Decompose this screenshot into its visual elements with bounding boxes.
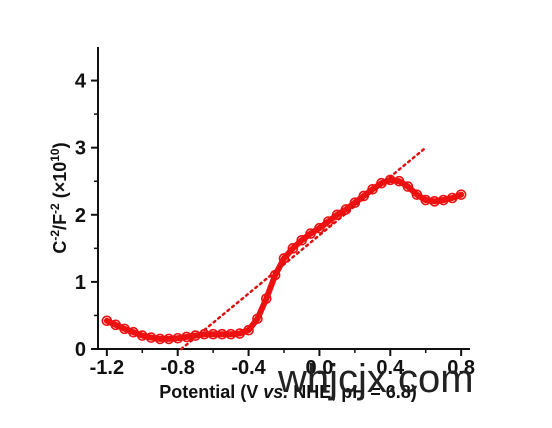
y-axis-title-part-1: C — [50, 241, 70, 254]
x-tick-label: -0.8 — [160, 357, 194, 379]
y-axis-title-part-5: (×10 — [50, 162, 70, 204]
y-axis-title-part-3: /F — [50, 214, 70, 230]
data-point — [455, 189, 467, 200]
data-point — [128, 326, 139, 338]
y-axis-title: C-2/F-2 (×1010) — [48, 142, 70, 253]
y-axis-title-part-2: -2 — [48, 230, 62, 241]
y-tick-label: 0 — [75, 339, 86, 361]
data-point — [446, 192, 458, 204]
axes-layer — [91, 47, 470, 356]
data-series-band — [103, 176, 465, 342]
data-point — [110, 319, 122, 331]
linear-fit-line — [180, 146, 427, 351]
data-point — [393, 175, 405, 187]
y-tick-label: 1 — [75, 272, 86, 294]
watermark-text: whjcjx.com — [277, 357, 474, 401]
data-point — [287, 243, 299, 254]
data-point — [376, 177, 387, 189]
x-tick-label: 0.8 — [447, 357, 475, 379]
y-tick-label: 3 — [75, 138, 86, 160]
y-tick-label: 4 — [75, 71, 87, 93]
data-point — [322, 216, 334, 227]
data-point — [305, 228, 316, 239]
y-tick-label: 2 — [75, 205, 86, 227]
data-point — [252, 313, 263, 325]
x-axis-title-part-3: NHE, pH = 6.8) — [288, 382, 417, 402]
labels-layer: -1.2 -0.8 -0.4 0.0 0.4 0.8 0 1 2 3 4 — [75, 71, 475, 379]
data-point — [260, 293, 272, 304]
x-tick-label: -1.2 — [90, 357, 124, 379]
data-point — [243, 324, 254, 336]
data-point — [411, 189, 423, 200]
x-tick-label: 0.4 — [376, 357, 405, 379]
data-point — [101, 315, 113, 327]
data-point — [331, 209, 343, 221]
data-point — [402, 181, 414, 192]
y-axis-title-part-7: ) — [50, 142, 70, 148]
x-tick-label: 0.0 — [306, 357, 334, 379]
x-axis-title-part-2: vs. — [263, 382, 288, 402]
data-point — [314, 222, 325, 234]
y-axis-title-part-4: -2 — [48, 203, 62, 214]
data-layer — [101, 146, 467, 351]
x-axis-title-part-1: Potential (V — [159, 382, 263, 402]
x-axis-title: Potential (V vs. NHE, pH = 6.8) — [159, 382, 417, 402]
data-point — [234, 328, 246, 339]
y-axis-title-part-6: 10 — [48, 148, 62, 162]
data-point — [296, 234, 308, 246]
data-point — [119, 323, 130, 335]
x-tick-label: -0.4 — [231, 357, 266, 379]
